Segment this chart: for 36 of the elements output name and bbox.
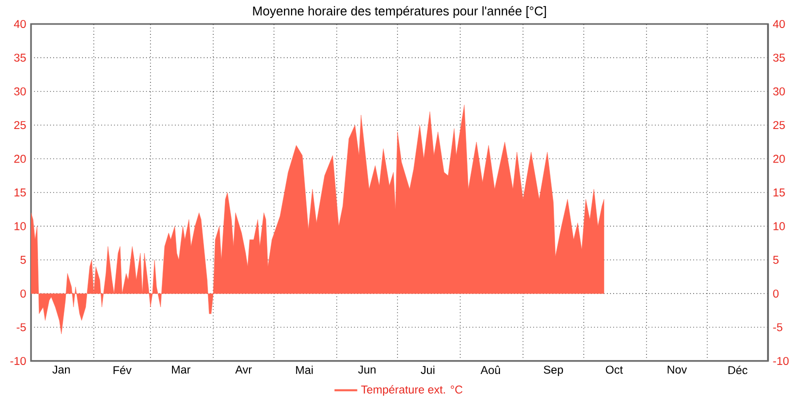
x-tick-label: Fév [114, 366, 132, 374]
y2-tick-label: 5 [773, 256, 779, 264]
y-tick-label: -5 [16, 323, 26, 332]
x-tick-label: Mar [172, 366, 190, 374]
x-tick-label: Jui [420, 366, 434, 374]
y2-tick-label: -10 [773, 356, 789, 365]
y-tick-label: 25 [14, 121, 26, 130]
y-tick-label: 0 [20, 290, 26, 298]
y2-tick-label: -5 [773, 323, 782, 332]
x-tick-label: Mai [296, 366, 313, 374]
x-tick-label: Aoû [480, 366, 500, 374]
y2-tick-label: 0 [773, 290, 779, 298]
y2-tick-label: 40 [772, 20, 785, 28]
y2-tick-label: 30 [773, 87, 785, 96]
x-tick-label: Jun [358, 366, 376, 374]
x-tick-label: Jan [52, 366, 70, 374]
y-tick-label: 30 [14, 87, 26, 96]
x-tick-label: Oct [606, 366, 623, 374]
y-tick-label: -10 [10, 356, 26, 365]
x-tick-label: Déc [728, 366, 748, 374]
y-tick-label: 10 [14, 222, 26, 230]
y-tick-label: 35 [14, 54, 26, 62]
y-tick-label: 15 [14, 188, 26, 196]
x-tick-label: Avr [235, 366, 252, 374]
y2-tick-label: 25 [773, 121, 785, 130]
x-tick-label: Nov [668, 366, 687, 374]
y-tick-label: 5 [20, 256, 26, 264]
y2-tick-label: 20 [773, 154, 785, 163]
y2-tick-label: 10 [774, 222, 785, 230]
y-tick-label: 40 [14, 20, 26, 28]
x-tick-label: Sep [544, 366, 563, 376]
chart-title: Moyenne horaire des températures pour l'année [°C] [253, 6, 546, 18]
y2-tick-label: 35 [773, 54, 785, 62]
legend-label: Température ext. °C [361, 385, 462, 396]
y-tick-label: 20 [14, 154, 26, 163]
y2-tick-label: 15 [774, 188, 785, 196]
